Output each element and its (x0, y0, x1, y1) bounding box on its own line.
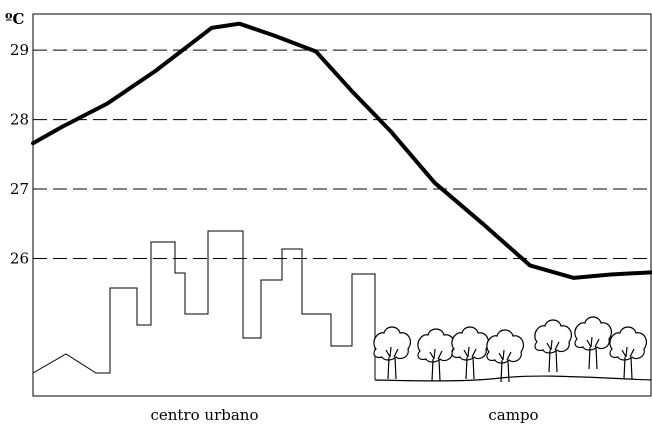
tree-icon (610, 327, 647, 379)
tree-icon (575, 317, 612, 369)
countryside-trees-illustration (375, 376, 651, 381)
y-tick-label: 28 (10, 111, 29, 129)
tree-icon (452, 327, 489, 379)
y-tick-label: 29 (10, 41, 29, 59)
y-tick-label: 27 (10, 180, 29, 198)
tree-group (374, 317, 647, 382)
y-tick-labels: 29 28 27 26 (10, 41, 29, 267)
temperature-line (33, 24, 651, 278)
y-tick-label: 26 (10, 249, 29, 267)
tree-icon (487, 330, 524, 382)
tree-icon (535, 320, 572, 372)
tree-icon (374, 327, 411, 379)
region-labels: centro urbano campo (150, 406, 538, 424)
unit-label: ºC (5, 10, 25, 28)
region-label: campo (488, 406, 538, 424)
city-skyline-illustration (33, 231, 375, 380)
region-label: centro urbano (150, 406, 258, 424)
tree-icon (418, 329, 455, 381)
